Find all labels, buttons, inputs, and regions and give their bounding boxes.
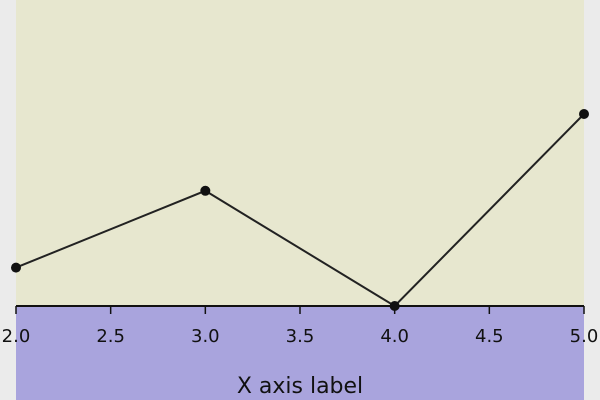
x-tick-label: 3.5 bbox=[286, 326, 315, 347]
x-tick-label: 4.5 bbox=[475, 326, 504, 347]
x-tick-label: 2.0 bbox=[2, 326, 31, 347]
plot-background bbox=[16, 0, 584, 306]
x-axis-label: X axis label bbox=[237, 374, 363, 399]
data-point bbox=[389, 301, 400, 311]
x-axis: 2.0 2.5 3.0 3.5 4.0 4.5 5.0 bbox=[2, 305, 599, 347]
series-layer bbox=[11, 109, 589, 311]
data-point bbox=[579, 109, 589, 119]
x-tick-label: 2.5 bbox=[96, 326, 125, 347]
data-point bbox=[200, 185, 211, 196]
series-line bbox=[15, 113, 585, 308]
x-axis-panel bbox=[16, 306, 584, 400]
data-point bbox=[11, 262, 21, 273]
x-tick-label: 3.0 bbox=[191, 326, 220, 347]
x-tick-label: 5.0 bbox=[570, 326, 599, 347]
x-tick-label: 4.0 bbox=[380, 326, 409, 347]
